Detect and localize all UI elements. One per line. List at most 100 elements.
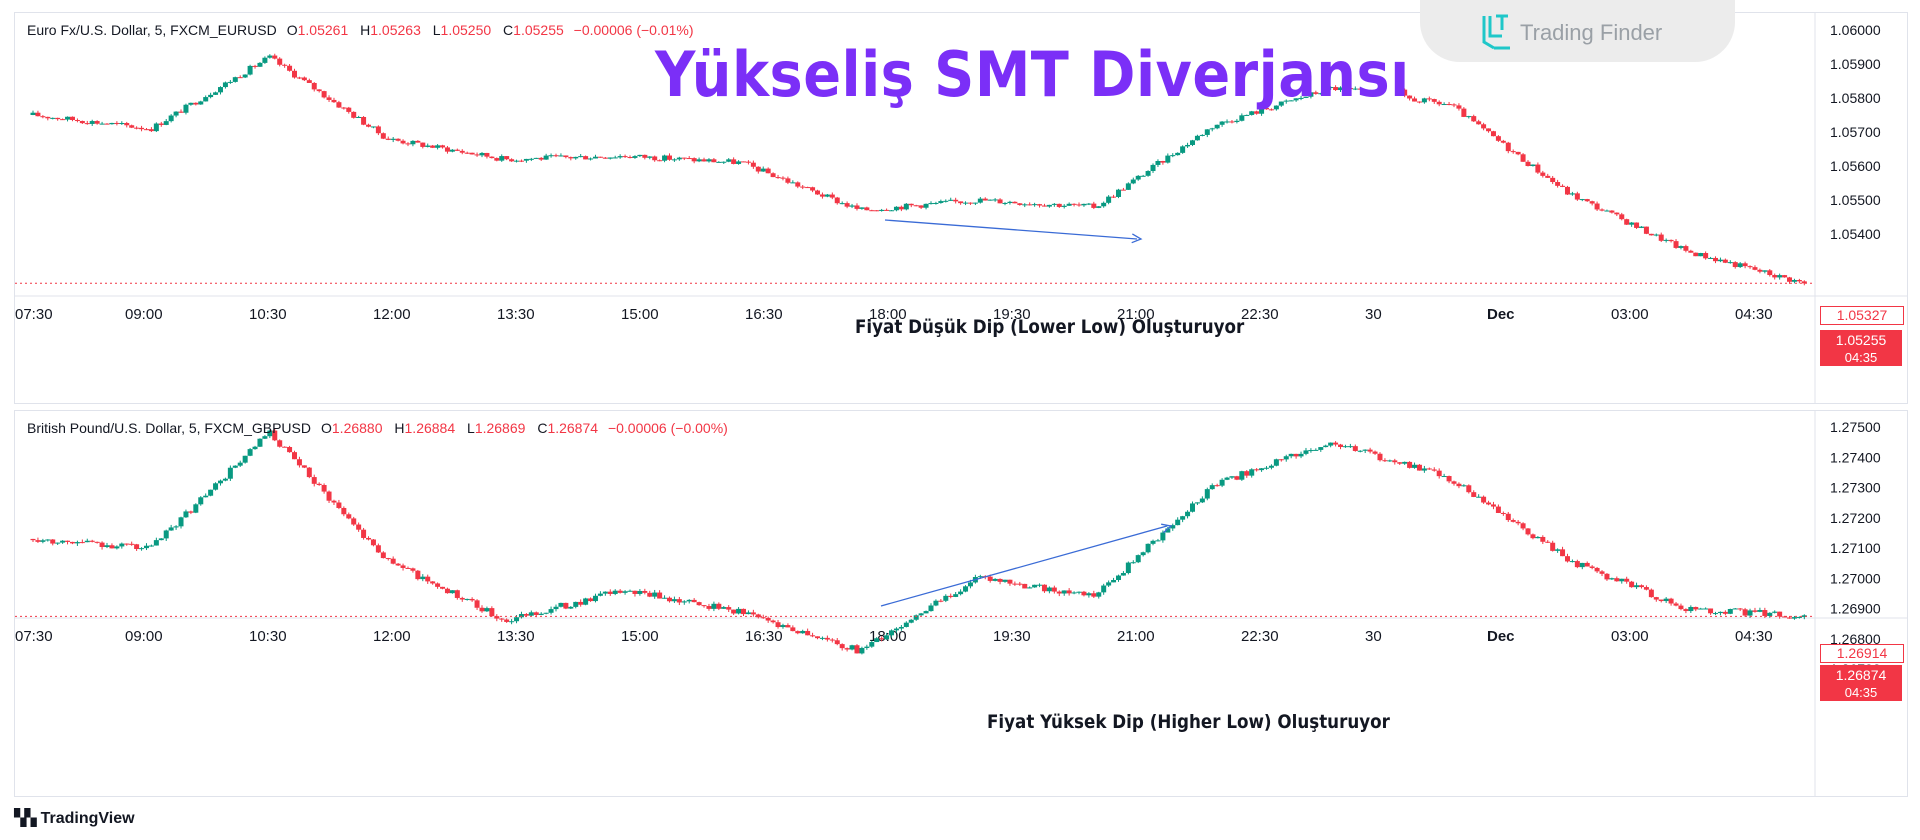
price-tick-label: 1.05800 [1830, 90, 1881, 106]
candle-body [444, 588, 450, 594]
candle-body [1550, 177, 1556, 183]
candle-body [1283, 456, 1289, 460]
candle-body [731, 159, 737, 164]
candle-body [1071, 592, 1077, 594]
candle-body [1125, 562, 1131, 574]
candle-body [666, 155, 672, 160]
candle-body [1683, 609, 1689, 612]
candle-body [1619, 578, 1625, 582]
candle-body [1658, 599, 1664, 602]
candle-body [548, 609, 554, 613]
candle-body [1096, 206, 1102, 208]
candle-body [1426, 468, 1432, 470]
candle-body [435, 145, 441, 148]
candle-body [1135, 175, 1141, 180]
candle-body [1634, 222, 1640, 228]
candle-body [597, 593, 603, 596]
candle-body [948, 595, 954, 597]
candle-body [963, 202, 969, 204]
candle-body [1293, 98, 1299, 101]
price-tick-label: 1.05500 [1830, 192, 1881, 208]
headline-title: Yükseliş SMT Diverjansı [655, 38, 1410, 111]
candle-body [1540, 536, 1546, 542]
candle-body [1101, 202, 1107, 207]
candle-body [30, 538, 36, 541]
candle-body [227, 81, 233, 83]
candle-body [183, 104, 189, 113]
candle-body [390, 558, 396, 564]
candle-body [217, 480, 223, 484]
candle-body [1673, 603, 1679, 606]
candle-body [1574, 193, 1580, 200]
chart-pane-eurusd[interactable]: Euro Fx/U.S. Dollar, 5, FXCM_EURUSD O1.05… [14, 12, 1908, 404]
candle-body [1619, 214, 1625, 220]
candle-body [109, 545, 115, 549]
candle-body [1259, 108, 1265, 114]
candle-body [430, 581, 436, 584]
candle-body [1160, 160, 1166, 163]
price-chart-svg[interactable]: 1.06000 1.05900 1.05800 1.05700 1.05600 1.055… [15, 13, 1907, 403]
candle-body [642, 154, 648, 158]
candle-body [1071, 203, 1077, 205]
candle-body [188, 511, 194, 513]
candle-body [884, 635, 890, 640]
candle-body [292, 452, 298, 460]
candle-body [1318, 93, 1324, 95]
candle-body [1451, 481, 1457, 484]
candle-body [538, 613, 544, 615]
candle-body [1713, 257, 1719, 262]
candle-body [1500, 512, 1506, 514]
candle-body [1249, 469, 1255, 476]
high-price-tag: 1.05327 [1820, 306, 1904, 325]
candle-body [1421, 98, 1427, 103]
candle-body [701, 159, 707, 162]
time-axis-label: 07:30 [15, 306, 53, 323]
candle-body [706, 606, 712, 609]
candle-body [400, 140, 406, 144]
candle-body [592, 156, 598, 159]
candle-body [938, 201, 944, 203]
candle-body [1017, 583, 1023, 585]
candle-body [267, 430, 273, 437]
candle-body [1283, 100, 1289, 102]
candle-body [163, 121, 169, 125]
tradingview-logo[interactable]: ▚▚ TradingView [14, 808, 135, 828]
candle-body [1609, 578, 1615, 580]
candle-body [1777, 275, 1783, 278]
candle-body [464, 598, 470, 600]
annotation-lower-low: Fiyat Düşük Dip (Lower Low) Oluşturuyor [855, 316, 1245, 338]
candle-body [632, 156, 638, 158]
close-value: 1.05255 [513, 22, 564, 38]
candle-body [375, 126, 381, 134]
candle-body [1436, 470, 1442, 477]
candle-body [671, 159, 677, 161]
candle-body [1170, 155, 1176, 157]
candle-body [119, 123, 125, 125]
candle-body [1328, 87, 1334, 89]
candle-body [1293, 453, 1299, 457]
price-tick-label: 1.05600 [1830, 158, 1881, 174]
candle-body [706, 159, 712, 162]
candle-body [1397, 462, 1403, 464]
candle-body [440, 586, 446, 589]
candle-body [1170, 525, 1176, 529]
candle-body [1017, 203, 1023, 205]
candle-body [982, 198, 988, 201]
candle-body [1180, 146, 1186, 153]
candle-body [662, 155, 668, 161]
price-chart-svg[interactable]: 1.27500 1.27400 1.27300 1.27200 1.27100 1.270… [15, 411, 1907, 796]
candle-body [1244, 471, 1250, 476]
candle-body [262, 57, 268, 63]
candle-body [287, 65, 293, 71]
candle-body [533, 612, 539, 615]
candle-body [1407, 95, 1413, 99]
time-axis-label: 09:00 [125, 306, 163, 323]
chart-pane-gbpusd[interactable]: British Pound/U.S. Dollar, 5, FXCM_GBPUS… [14, 410, 1908, 797]
candle-body [607, 157, 613, 159]
candle-body [415, 140, 421, 143]
high-value: 1.05263 [370, 22, 421, 38]
divergence-arrow-line [880, 525, 1168, 607]
candle-body [1189, 140, 1195, 145]
candle-body [1091, 593, 1097, 597]
candle-body [479, 152, 485, 156]
